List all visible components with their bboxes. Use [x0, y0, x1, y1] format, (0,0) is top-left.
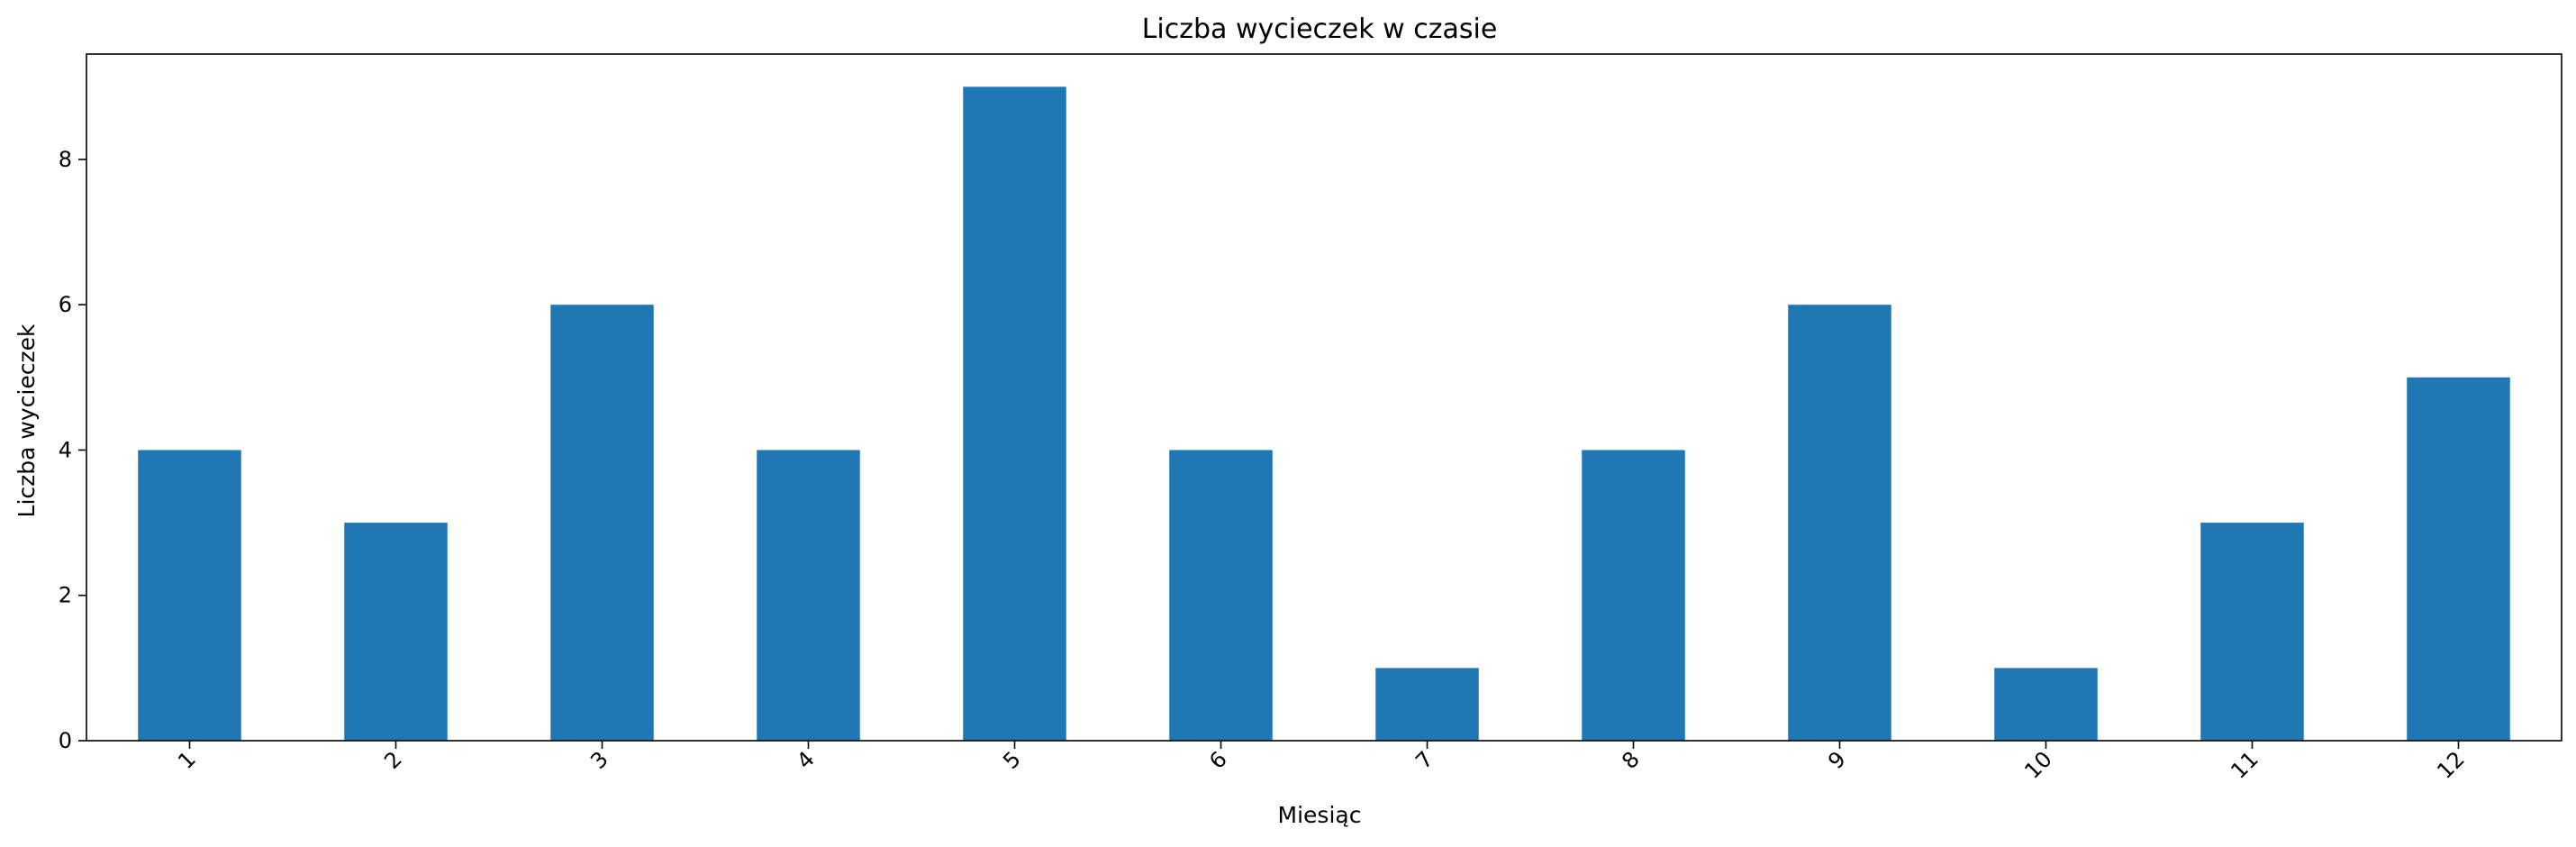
bar-month-2: [344, 523, 448, 741]
y-axis-label: Liczba wycieczek: [14, 323, 40, 517]
bar-month-9: [1788, 305, 1891, 741]
x-axis-label: Miesiąc: [1278, 802, 1362, 828]
bar-month-6: [1169, 450, 1273, 741]
bar-month-12: [2407, 377, 2510, 741]
x-tick-label: 12: [2432, 746, 2469, 783]
bar-month-10: [1994, 668, 2098, 741]
x-tick-label: 2: [379, 746, 407, 774]
bars-group: [138, 87, 2510, 742]
y-tick-label: 8: [59, 147, 72, 172]
y-axis: 0 2 4 6 8: [59, 147, 86, 753]
plot-frame: [86, 53, 2562, 742]
x-tick-label: 1: [173, 746, 201, 774]
chart-title: Liczba wycieczek w czasie: [1142, 14, 1498, 45]
x-tick-label: 11: [2226, 746, 2263, 783]
bar-month-3: [550, 305, 654, 741]
x-tick-label: 7: [1410, 746, 1438, 774]
x-tick-label: 10: [2019, 746, 2056, 783]
x-tick-label: 6: [1204, 746, 1232, 774]
x-tick-label: 3: [585, 746, 613, 774]
bar-month-4: [757, 450, 860, 741]
x-tick-label: 8: [1617, 746, 1645, 774]
bar-month-11: [2200, 523, 2304, 741]
x-tick-label: 5: [998, 746, 1026, 774]
x-tick-label: 9: [1823, 746, 1851, 774]
x-axis: 1 2 3 4 5 6 7 8 9 10 11 12: [173, 741, 2470, 784]
bar-month-7: [1375, 668, 1479, 741]
x-tick-label: 4: [792, 746, 820, 774]
bar-month-5: [963, 87, 1066, 742]
bar-month-8: [1582, 450, 1685, 741]
bar-month-1: [138, 450, 241, 741]
y-tick-label: 0: [59, 728, 72, 753]
y-tick-label: 2: [59, 583, 72, 608]
y-tick-label: 4: [59, 437, 72, 462]
y-tick-label: 6: [59, 292, 72, 317]
